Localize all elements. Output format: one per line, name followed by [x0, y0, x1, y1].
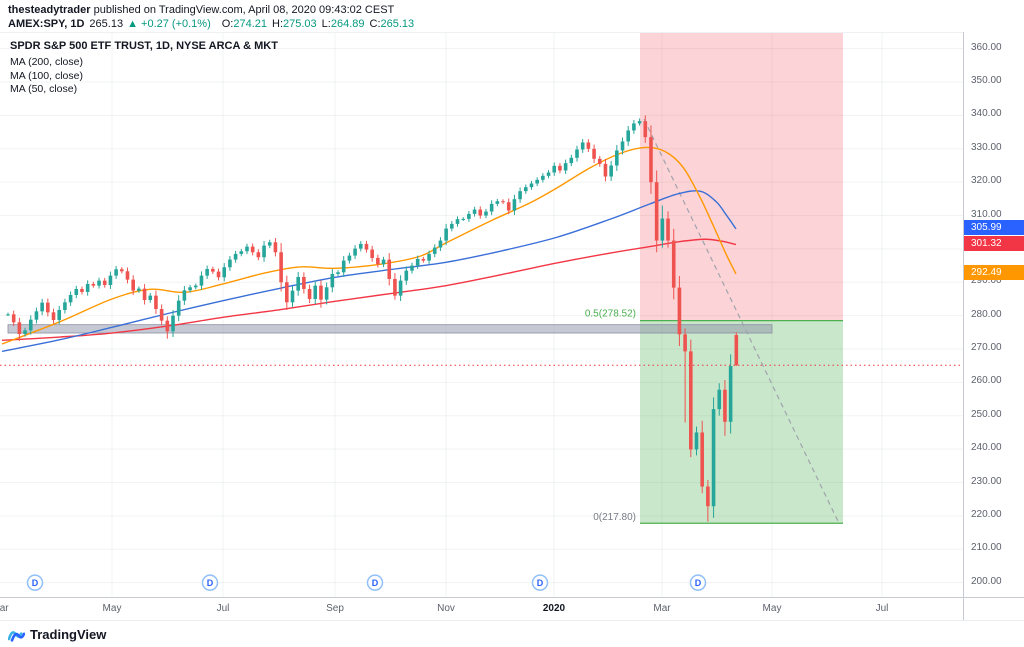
candles-layer — [6, 115, 739, 522]
price-tick-label: 270.00 — [971, 342, 1002, 354]
svg-text:D: D — [32, 578, 39, 588]
price-tick-label: 220.00 — [971, 508, 1002, 520]
price-tick-label: 240.00 — [971, 442, 1002, 454]
time-tick-label: 2020 — [542, 603, 566, 614]
ma-price-badge: 305.99 — [964, 220, 1024, 236]
ma-line — [1, 238, 737, 342]
close-value: C:265.13 — [369, 18, 415, 30]
time-axis[interactable]: Mar May Jul Sep Nov 2020 Mar May Jul — [0, 597, 1024, 620]
author-name[interactable]: thesteadytrader — [8, 4, 91, 16]
dividend-marker — [531, 574, 549, 591]
chart-pane[interactable]: 0.5(278.52) 0(217.80) D D D D D SPDR S&P 500 E… — [0, 32, 963, 598]
dividend-marker — [26, 574, 44, 591]
header: thesteadytrader published on TradingView… — [0, 0, 1024, 32]
price-tick-label: 330.00 — [971, 141, 1002, 153]
time-tick-label: May — [762, 603, 782, 614]
ma-200-legend[interactable]: MA (200, close) — [10, 56, 83, 68]
low-value: L:264.89 — [321, 18, 365, 30]
time-tick-label: May — [102, 603, 122, 614]
price-tick-label: 230.00 — [971, 475, 1002, 487]
publish-text: published on TradingView.com, April 08, … — [90, 4, 395, 16]
ma-100-legend[interactable]: MA (100, close) — [10, 69, 83, 82]
last-price: 265.13 — [89, 18, 124, 30]
time-tick-label: Nov — [437, 603, 455, 614]
chart-canvas[interactable]: 0.5(278.52) 0(217.80) D D D D D — [0, 33, 963, 598]
ma-line — [1, 190, 737, 353]
instrument-title[interactable]: SPDR S&P 500 ETF TRUST, 1D, NYSE ARCA & … — [10, 40, 278, 52]
dividend-marker — [366, 574, 384, 591]
price-tick-label: 350.00 — [971, 75, 1002, 87]
svg-text:D: D — [537, 578, 544, 588]
dividend-marker — [201, 574, 219, 591]
publish-info: thesteadytrader published on TradingView… — [8, 3, 1024, 17]
time-tick-label: Mar — [653, 603, 671, 614]
dividend-marker — [689, 574, 707, 591]
price-tick-label: 360.00 — [971, 41, 1002, 53]
ma-50-legend[interactable]: MA (50, close) — [10, 83, 78, 95]
time-tick-label: Mar — [0, 603, 9, 614]
symbol-info-row: AMEX:SPY, 1D 265.13 ▲ +0.27 (+0.1%) O:274.2… — [8, 17, 1024, 32]
projection-trendline — [643, 118, 839, 522]
svg-text:D: D — [207, 578, 214, 588]
support-zone-bar — [7, 324, 773, 334]
chart-legend: SPDR S&P 500 ETF TRUST, 1D, NYSE ARCA & … — [10, 40, 278, 97]
time-tick-label: Jul — [875, 603, 889, 614]
price-change: ▲ +0.27 (+0.1%) — [127, 18, 211, 30]
attribution-bar: TradingView — [0, 620, 1024, 647]
short-zone-box — [640, 33, 843, 321]
price-tick-label: 340.00 — [971, 108, 1002, 120]
drawings-layer — [7, 33, 843, 524]
svg-text:D: D — [695, 578, 702, 588]
ma-lines-layer — [1, 146, 737, 353]
price-tick-label: 320.00 — [971, 175, 1002, 187]
price-tick-label: 250.00 — [971, 408, 1002, 420]
tradingview-logo-icon[interactable] — [8, 626, 25, 643]
ma-price-badge: 292.49 — [964, 265, 1024, 281]
ma-line — [1, 146, 737, 345]
target-zone-box — [640, 320, 843, 524]
grid-layer — [0, 33, 963, 598]
price-tick-label: 290.00 — [971, 275, 1002, 287]
ma-price-badge: 301.32 — [964, 236, 1024, 252]
svg-text:D: D — [372, 578, 379, 588]
brand-name[interactable]: TradingView — [30, 626, 107, 642]
price-tick-label: 260.00 — [971, 375, 1002, 387]
high-value: H:275.03 — [272, 18, 317, 30]
open-value: O:274.21 — [221, 18, 268, 30]
time-tick-label: Jul — [216, 603, 230, 614]
price-tick-label: 200.00 — [971, 575, 1002, 587]
price-tick-label: 210.00 — [971, 542, 1002, 554]
symbol-name[interactable]: AMEX:SPY, 1D — [8, 18, 85, 30]
time-tick-label: Sep — [326, 603, 344, 614]
price-tick-label: 280.00 — [971, 308, 1002, 320]
price-axis[interactable]: 360.00350.00340.00330.00320.00310.00300.… — [963, 32, 1024, 620]
fib-level-label: 0.5(278.52) — [585, 309, 636, 320]
price-tick-label: 310.00 — [971, 208, 1002, 220]
fib-level-label: 0(217.80) — [593, 512, 636, 523]
